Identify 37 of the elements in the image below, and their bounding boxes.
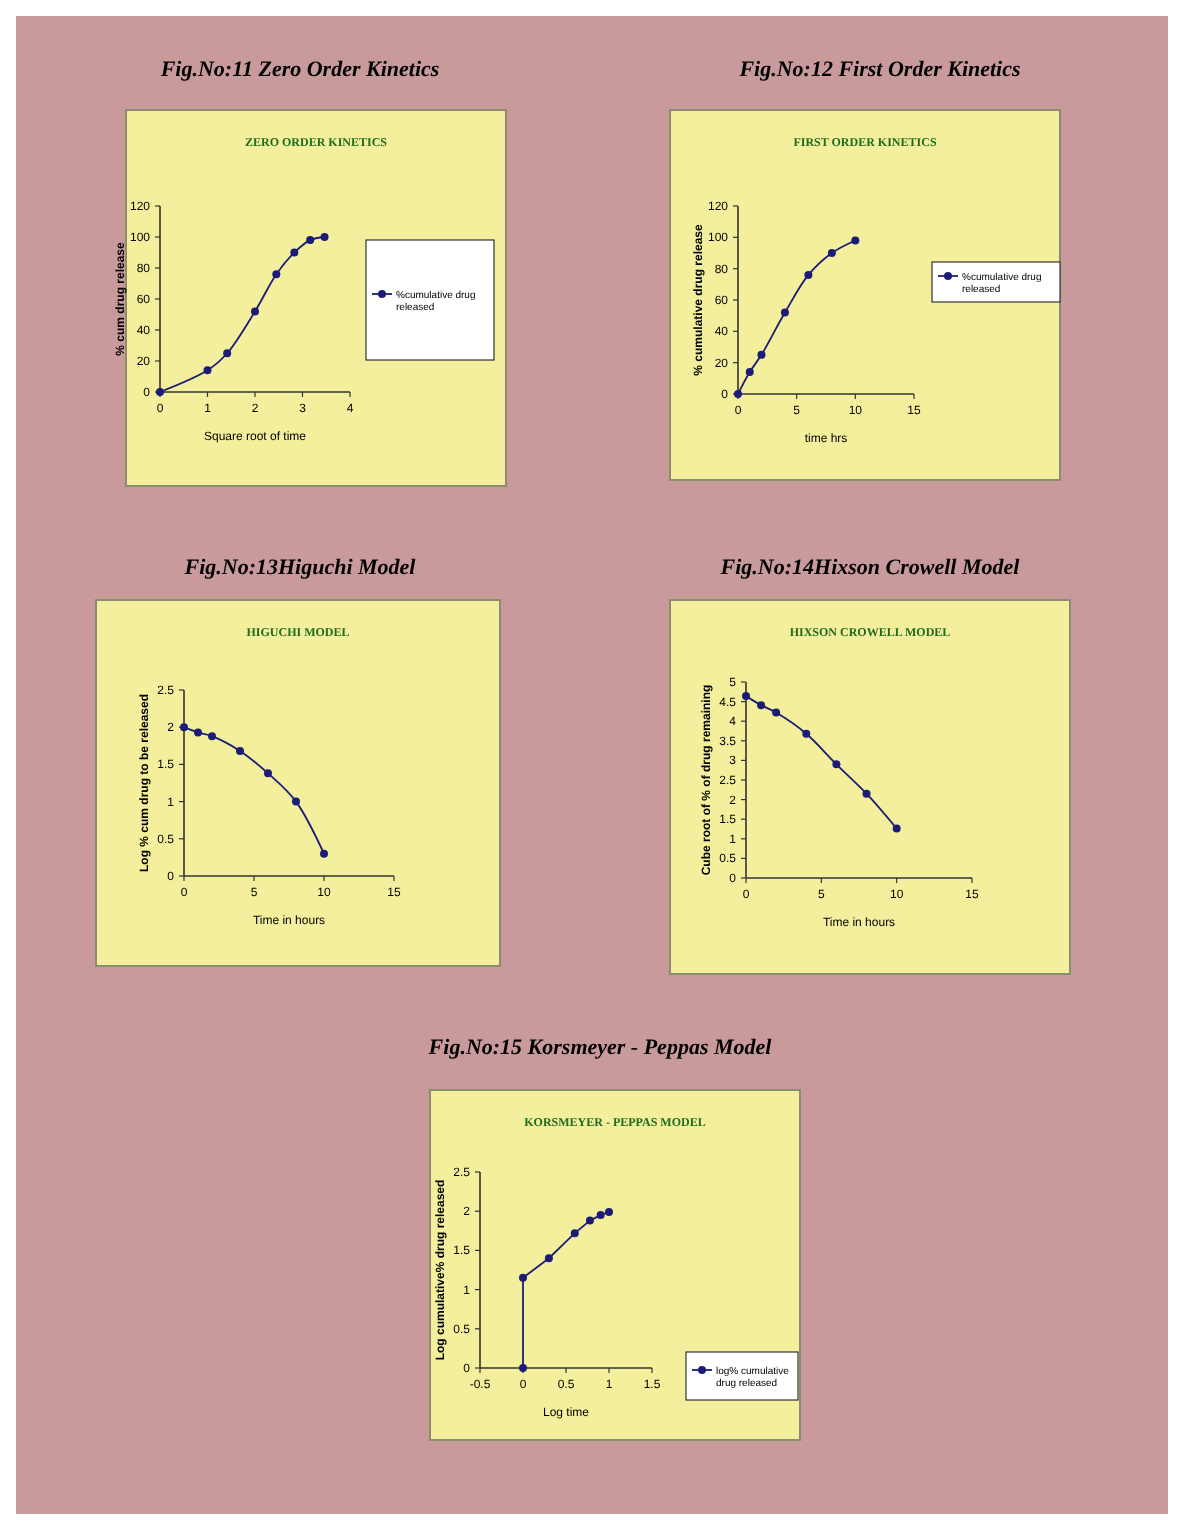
point [320,233,329,241]
point [605,1207,613,1216]
point [780,308,789,317]
point [804,270,813,279]
chart-title: Fig.No:13Higuchi Model [182,556,418,580]
point [862,789,871,798]
point [519,1273,527,1282]
chart-title: Fig.No:14Hixson Crowell Model [718,556,1022,580]
point [827,249,836,257]
point [306,236,315,245]
point [802,729,811,738]
point [290,248,299,257]
point [264,769,272,778]
point [851,236,860,245]
chart-title: Fig.No:11 Zero Order Kinetics [158,58,440,82]
point [194,728,202,737]
point [772,708,781,717]
point [544,1254,553,1263]
chart-title: Fig.No:12 First Order Kinetics [737,58,1021,82]
point [236,747,244,756]
point [570,1229,579,1238]
point [832,760,841,769]
point [892,824,901,833]
point [745,368,754,377]
point [742,692,750,701]
point [596,1211,605,1220]
point [251,307,259,316]
point [757,701,766,710]
point [203,366,212,375]
point [757,350,766,359]
chart-title: Fig.No:15 Korsmeyer - Peppas Model [426,1036,774,1060]
point [585,1216,594,1225]
point [320,849,328,858]
point [223,349,232,358]
point [292,797,300,806]
point [208,732,216,741]
point [272,270,281,279]
